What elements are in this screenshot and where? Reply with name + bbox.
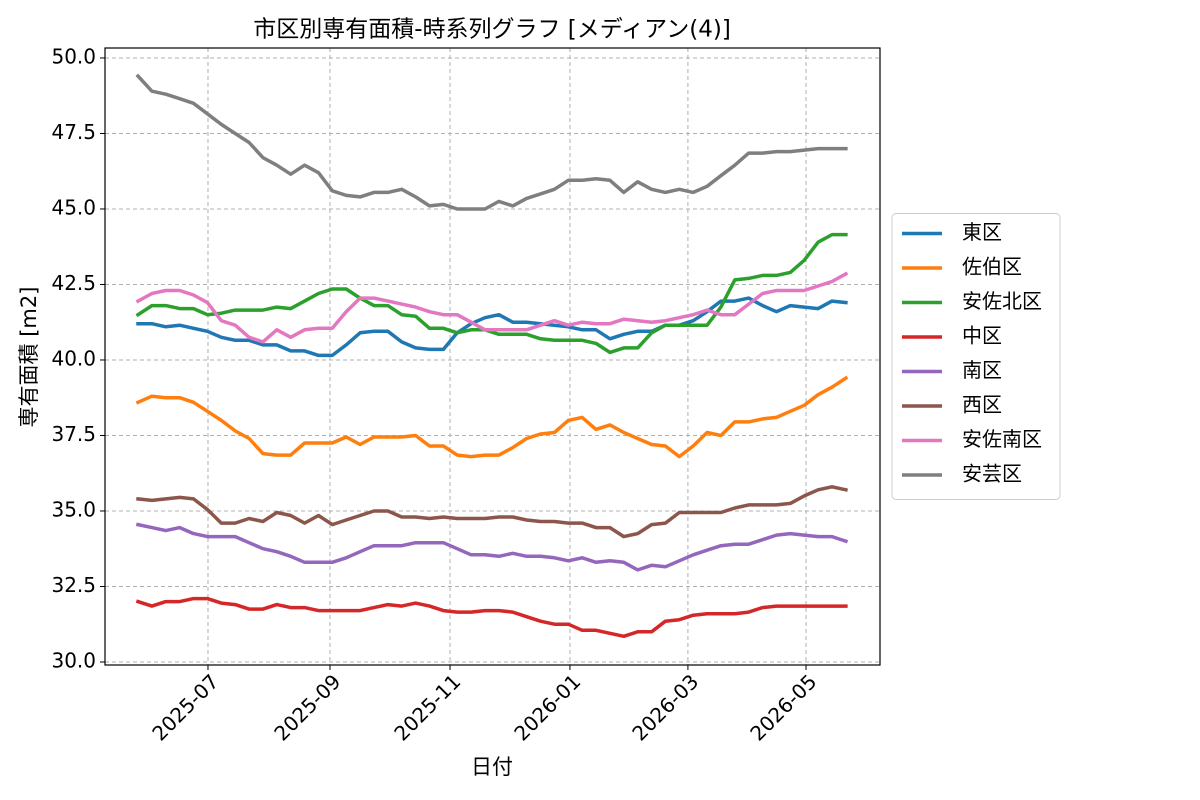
series-line [135,375,849,459]
y-tick-label: 37.5 [51,422,96,446]
series-line [135,73,848,211]
legend-box [891,213,1061,500]
legend-label: 南区 [962,358,1002,382]
series-line [136,296,848,358]
legend-label: 安佐北区 [962,289,1042,313]
legend-label: 佐伯区 [962,255,1022,279]
y-tick-label: 47.5 [51,120,96,144]
legend-label: 東区 [962,220,1002,244]
legend-label: 安芸区 [962,462,1022,486]
y-axis-label: 専有面積 [m2] [17,287,41,428]
legend-label: 西区 [962,393,1002,417]
series-line [135,271,849,344]
y-tick-label: 50.0 [51,44,96,68]
x-axis-label: 日付 [471,755,513,779]
chart-title: 市区別専有面積-時系列グラフ [メディアン(4)] [253,17,731,43]
y-tick-label: 35.0 [51,497,96,521]
y-tick-label: 30.0 [51,648,96,672]
series-line [135,522,849,572]
legend-label: 中区 [962,324,1002,348]
series-line [135,596,848,639]
y-tick-label: 32.5 [51,573,96,597]
y-tick-label: 45.0 [51,195,96,219]
y-tick-label: 42.5 [51,271,96,295]
y-tick-label: 40.0 [51,346,96,370]
legend-label: 安佐南区 [962,427,1042,451]
plot-frame [104,47,881,666]
series-line [136,485,848,539]
series-line [135,232,848,355]
